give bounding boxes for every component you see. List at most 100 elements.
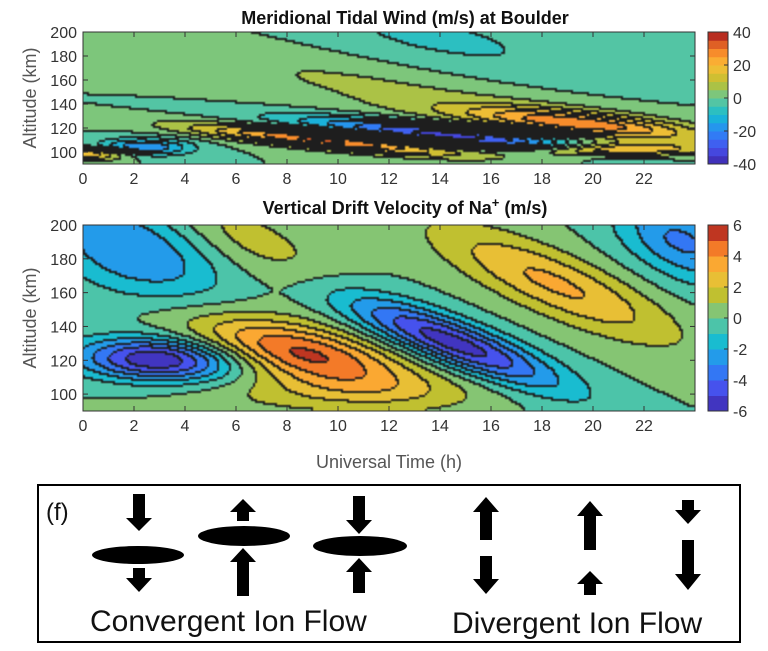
x-tick-label: 6: [232, 418, 241, 435]
y-tick-label: 160: [50, 286, 77, 303]
colorbar-segment: [708, 380, 728, 396]
y-tick-label: 100: [50, 145, 77, 162]
colorbar-segment: [708, 139, 728, 148]
x-tick-label: 20: [584, 418, 602, 435]
bottom-axis-ticks: 0 2 4 6 8 10 12 14 16 18 20 22 100 120 140 160 180 200: [50, 218, 695, 435]
up-arrow-icon: [577, 571, 603, 595]
colorbar-tick-label: -2: [733, 342, 747, 359]
x-tick-label: 18: [533, 171, 551, 188]
top-heatmap-image: [83, 32, 695, 164]
bottom-title-main: Vertical Drift Velocity of Na: [263, 198, 493, 218]
y-tick-label: 180: [50, 49, 77, 66]
convergent-diagram-3: [313, 496, 407, 593]
up-arrow-icon: [473, 497, 499, 540]
bottom-panel-title: Vertical Drift Velocity of Na+ (m/s): [263, 195, 548, 218]
y-tick-label: 200: [50, 218, 77, 235]
convergent-ion-flow-label: Convergent Ion Flow: [90, 605, 367, 638]
up-arrow-icon: [230, 499, 256, 521]
divergent-diagram-2: [577, 501, 603, 595]
down-arrow-icon: [126, 568, 152, 592]
y-tick-label: 120: [50, 121, 77, 138]
colorbar-tick-label: -6: [733, 404, 747, 421]
colorbar-tick-label: -20: [733, 124, 756, 141]
panel-f: (f): [37, 484, 741, 643]
panel-f-frame: [37, 484, 741, 643]
colorbar-tick-label: 0: [733, 91, 742, 108]
x-tick-label: 22: [635, 418, 653, 435]
colorbar-segment: [708, 131, 728, 140]
ion-layer-disc-icon: [313, 536, 407, 556]
colorbar-segment: [708, 81, 728, 91]
y-tick-label: 140: [50, 97, 77, 114]
divergent-diagram-3: [675, 500, 701, 590]
y-tick-label: 120: [50, 353, 77, 370]
convergent-diagram-1: [92, 494, 184, 592]
y-tick-label: 200: [50, 25, 77, 42]
colorbar-tick-label: -40: [733, 157, 756, 174]
colorbar-tick-label: -4: [733, 373, 747, 390]
colorbar-segment: [708, 302, 728, 319]
x-tick-label: 6: [232, 171, 241, 188]
x-axis-label: Universal Time (h): [316, 452, 462, 472]
colorbar-tick-label: 20: [733, 58, 751, 75]
colorbar-segment: [708, 56, 728, 66]
y-tick-label: 140: [50, 319, 77, 336]
bottom-title-superscript: +: [492, 195, 500, 210]
colorbar-segment: [708, 155, 728, 165]
top-colorbar: 40 20 0 -20 -40: [707, 25, 756, 174]
up-arrow-icon: [577, 501, 603, 550]
bottom-colorbar: 6 4 2 0 -2 -4 -6: [707, 218, 747, 421]
x-tick-label: 16: [482, 418, 500, 435]
x-tick-label: 0: [79, 418, 88, 435]
x-tick-label: 2: [130, 171, 139, 188]
colorbar-segment: [708, 122, 728, 132]
colorbar-segment: [708, 240, 728, 257]
x-tick-label: 22: [635, 171, 653, 188]
top-y-axis-label: Altitude (km): [20, 47, 40, 148]
top-panel-heatmap: 0 2 4 6 8 10 12 14 16 18 20 22 100 120 140 160 180 200: [50, 25, 696, 188]
colorbar-segment: [708, 48, 728, 58]
down-arrow-icon: [473, 556, 499, 594]
colorbar-segment: [708, 32, 728, 41]
bottom-heatmap-image: [83, 225, 695, 411]
colorbar-tick-label: 2: [733, 280, 742, 297]
x-tick-label: 10: [329, 171, 347, 188]
colorbar-tick-label: 0: [733, 311, 742, 328]
x-tick-label: 8: [283, 418, 292, 435]
bottom-y-axis-label: Altitude (km): [20, 267, 40, 368]
ion-layer-disc-icon: [92, 546, 184, 564]
colorbar-segment: [708, 364, 728, 381]
x-tick-label: 20: [584, 171, 602, 188]
top-panel-title: Meridional Tidal Wind (m/s) at Boulder: [241, 8, 569, 28]
down-arrow-icon: [126, 494, 152, 531]
x-tick-label: 0: [79, 171, 88, 188]
panel-f-label: (f): [46, 499, 69, 526]
colorbar-segment: [708, 395, 728, 412]
colorbar-tick-label: 6: [733, 218, 742, 235]
colorbar-segment: [708, 89, 728, 99]
colorbar-segment: [708, 349, 728, 365]
down-arrow-icon: [346, 496, 372, 534]
y-tick-label: 180: [50, 252, 77, 269]
colorbar-segment: [708, 73, 728, 82]
colorbar-segment: [708, 114, 728, 124]
divergent-ion-flow-label: Divergent Ion Flow: [452, 607, 702, 640]
y-tick-label: 160: [50, 73, 77, 90]
colorbar-segment: [708, 147, 728, 157]
colorbar-segment: [708, 271, 728, 288]
up-arrow-icon: [346, 558, 372, 593]
colorbar-tick-label: 4: [733, 249, 742, 266]
bottom-title-suffix: (m/s): [499, 198, 547, 218]
divergent-diagram-1: [473, 497, 499, 594]
colorbar-segment: [708, 40, 728, 49]
x-tick-label: 12: [380, 418, 398, 435]
colorbar-segment: [708, 333, 728, 350]
top-axis-ticks: 0 2 4 6 8 10 12 14 16 18 20 22 100 120 140 160 180 200: [50, 25, 695, 188]
ion-layer-disc-icon: [198, 526, 290, 546]
convergent-diagram-2: [198, 499, 290, 596]
x-tick-label: 4: [181, 418, 190, 435]
down-arrow-icon: [675, 540, 701, 590]
x-tick-label: 12: [380, 171, 398, 188]
colorbar-tick-label: 40: [733, 25, 751, 42]
x-tick-label: 8: [283, 171, 292, 188]
